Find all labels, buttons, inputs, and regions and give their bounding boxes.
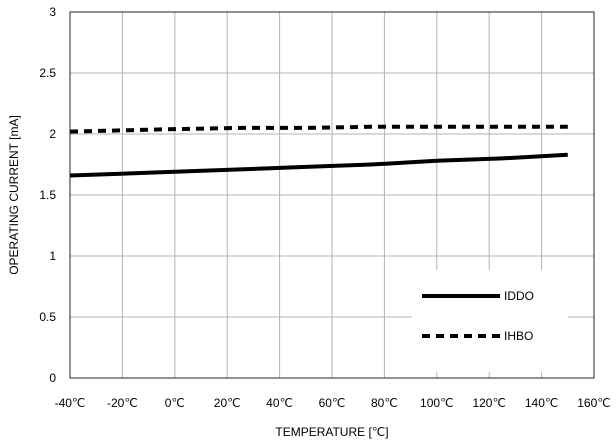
x-axis-tick-labels: -40℃ -20℃ 0℃ 20℃ 40℃ 60℃ 80℃ 100℃ 120℃ 140℃ 160℃ xyxy=(55,396,611,410)
x-tick-label: 100℃ xyxy=(420,396,454,410)
x-tick-label: 140℃ xyxy=(525,396,559,410)
y-tick-label: 3 xyxy=(49,5,56,19)
x-tick-label: 80℃ xyxy=(371,396,398,410)
legend-label-iddo: IDDO xyxy=(504,289,534,303)
series-line-ihbo xyxy=(69,124,568,134)
y-tick-label: 2 xyxy=(49,127,56,141)
y-tick-label: 0 xyxy=(49,371,56,385)
legend-label-ihbo: IHBO xyxy=(504,329,533,343)
series-lines xyxy=(69,124,568,178)
y-tick-label: 0.5 xyxy=(39,310,56,324)
x-tick-label: -20℃ xyxy=(107,396,138,410)
y-axis-tick-labels: 0 0.5 1 1.5 2 2.5 3 xyxy=(39,5,56,385)
x-tick-label: 60℃ xyxy=(319,396,346,410)
series-line-iddo xyxy=(69,152,568,178)
y-tick-label: 1.5 xyxy=(39,188,56,202)
y-tick-label: 1 xyxy=(49,249,56,263)
legend-items: IDDO IHBO xyxy=(422,289,534,343)
x-tick-label: 20℃ xyxy=(214,396,241,410)
x-tick-label: 160℃ xyxy=(577,396,611,410)
y-axis-title: OPERATING CURRENT [mA] xyxy=(7,115,21,275)
x-tick-label: -40℃ xyxy=(55,396,86,410)
y-tick-label: 2.5 xyxy=(39,66,56,80)
legend: IDDO IHBO xyxy=(412,270,568,372)
x-tick-label: 40℃ xyxy=(266,396,293,410)
plot-area-frame xyxy=(69,11,595,379)
x-axis-title: TEMPERATURE [℃] xyxy=(275,425,388,439)
x-tick-label: 120℃ xyxy=(472,396,506,410)
x-tick-label: 0℃ xyxy=(165,396,185,410)
legend-box xyxy=(412,270,568,372)
